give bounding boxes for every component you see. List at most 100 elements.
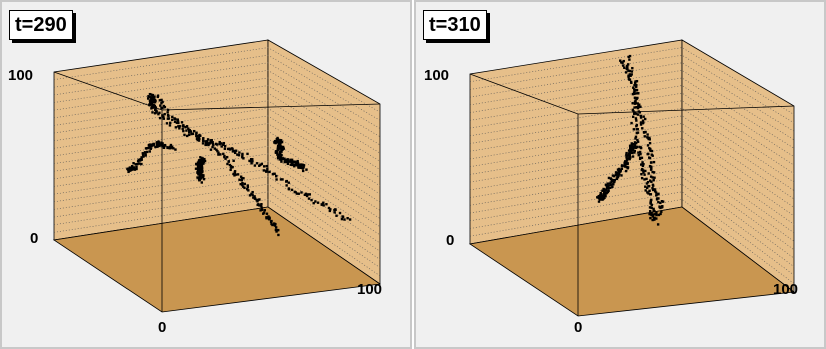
data-point: [201, 158, 205, 161]
data-point: [638, 150, 642, 154]
data-point: [157, 112, 160, 116]
data-point: [253, 197, 257, 200]
data-point: [174, 126, 178, 129]
data-point: [265, 212, 269, 215]
data-point: [201, 142, 205, 145]
data-point: [144, 154, 147, 157]
data-point: [275, 178, 278, 181]
data-point: [651, 215, 655, 218]
data-point: [280, 157, 284, 161]
data-point: [650, 149, 654, 153]
data-point: [316, 201, 320, 204]
data-point: [201, 161, 204, 164]
data-point: [649, 193, 653, 196]
data-point: [657, 192, 660, 196]
data-point: [655, 194, 658, 197]
data-point: [605, 186, 609, 189]
data-point: [163, 143, 167, 147]
data-point: [640, 163, 643, 166]
data-point: [237, 154, 241, 157]
data-point: [200, 181, 204, 184]
data-point: [166, 113, 170, 117]
data-point: [637, 104, 640, 107]
data-point: [650, 180, 653, 183]
data-point: [199, 175, 202, 178]
data-point: [245, 188, 249, 191]
data-point: [618, 172, 621, 175]
data-point: [660, 210, 663, 213]
data-point: [223, 144, 227, 148]
data-point: [651, 188, 655, 192]
data-point: [651, 186, 654, 190]
data-point: [635, 119, 638, 122]
data-point: [653, 189, 657, 192]
data-point: [169, 147, 172, 150]
data-point: [158, 99, 162, 102]
data-point: [297, 192, 300, 195]
data-point: [643, 178, 646, 181]
data-point: [231, 165, 234, 169]
data-point: [166, 108, 170, 112]
data-point: [198, 178, 201, 181]
data-point: [262, 165, 266, 168]
data-point: [293, 163, 296, 166]
data-point: [279, 156, 283, 159]
data-point: [648, 156, 652, 160]
data-point: [200, 167, 203, 171]
data-point: [152, 144, 155, 147]
data-point: [299, 166, 303, 169]
data-point: [626, 162, 629, 166]
data-point: [655, 213, 658, 217]
data-point: [274, 151, 278, 154]
strand: [226, 162, 280, 237]
data-point: [242, 185, 245, 188]
data-point: [161, 106, 164, 110]
data-point: [276, 151, 279, 154]
data-point: [633, 106, 636, 109]
data-point: [260, 162, 264, 166]
data-point: [135, 165, 138, 169]
data-point: [279, 144, 282, 148]
data-point: [176, 118, 179, 121]
data-point: [279, 150, 282, 153]
data-point: [653, 209, 656, 213]
data-point: [177, 121, 180, 125]
data-point: [656, 223, 660, 226]
data-point: [620, 174, 623, 177]
data-point: [635, 106, 638, 109]
data-point: [630, 121, 633, 125]
data-point: [617, 174, 620, 177]
data-point: [253, 164, 257, 167]
strands: [126, 92, 352, 237]
data-point: [168, 124, 172, 127]
data-point: [276, 153, 279, 156]
data-point: [226, 147, 230, 151]
data-point: [274, 226, 278, 229]
data-point: [161, 114, 164, 117]
data-point: [157, 144, 161, 148]
data-point: [630, 142, 633, 145]
data-point: [655, 211, 658, 215]
data-point: [263, 208, 266, 212]
data-point: [142, 155, 145, 158]
data-point: [234, 149, 238, 152]
data-point: [661, 200, 665, 203]
data-point: [657, 197, 660, 200]
data-point: [266, 167, 269, 171]
data-point: [635, 83, 638, 87]
data-point: [255, 162, 259, 165]
data-point: [651, 213, 654, 217]
data-point: [229, 168, 232, 172]
data-point: [140, 162, 143, 166]
data-point: [214, 142, 218, 146]
data-point: [659, 212, 662, 216]
data-point: [259, 163, 262, 166]
data-point: [248, 159, 251, 163]
data-point: [624, 160, 627, 163]
data-point: [621, 61, 624, 64]
data-point: [645, 177, 648, 181]
data-point: [253, 195, 256, 198]
data-point: [281, 145, 285, 149]
data-point: [599, 198, 603, 201]
